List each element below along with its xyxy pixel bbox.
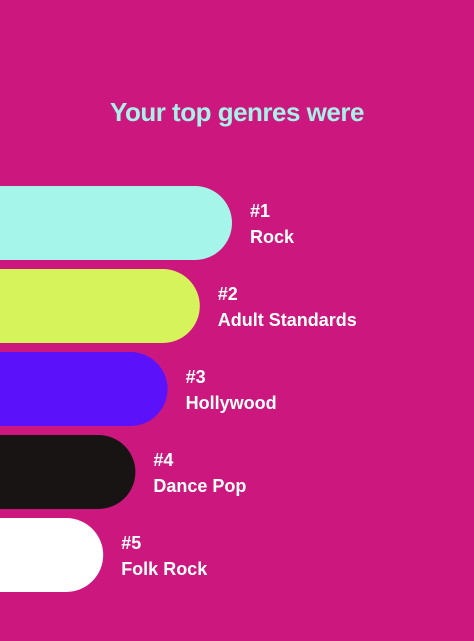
genre-bar: [0, 518, 104, 592]
title: Your top genres were: [110, 97, 364, 127]
genre-bar: [0, 352, 168, 426]
genre-rank: #1: [250, 201, 270, 221]
genre-name: Rock: [250, 227, 295, 247]
genre-name: Hollywood: [186, 393, 277, 413]
genre-name: Adult Standards: [218, 310, 357, 330]
genre-rank: #5: [121, 533, 141, 553]
genre-rank: #3: [186, 367, 206, 387]
genre-name: Dance Pop: [153, 476, 246, 496]
genre-bar: [0, 269, 200, 343]
genre-rank: #2: [218, 284, 238, 304]
genre-rank: #4: [153, 450, 173, 470]
genre-name: Folk Rock: [121, 559, 208, 579]
genre-bar: [0, 435, 136, 509]
genre-bar: [0, 186, 232, 260]
